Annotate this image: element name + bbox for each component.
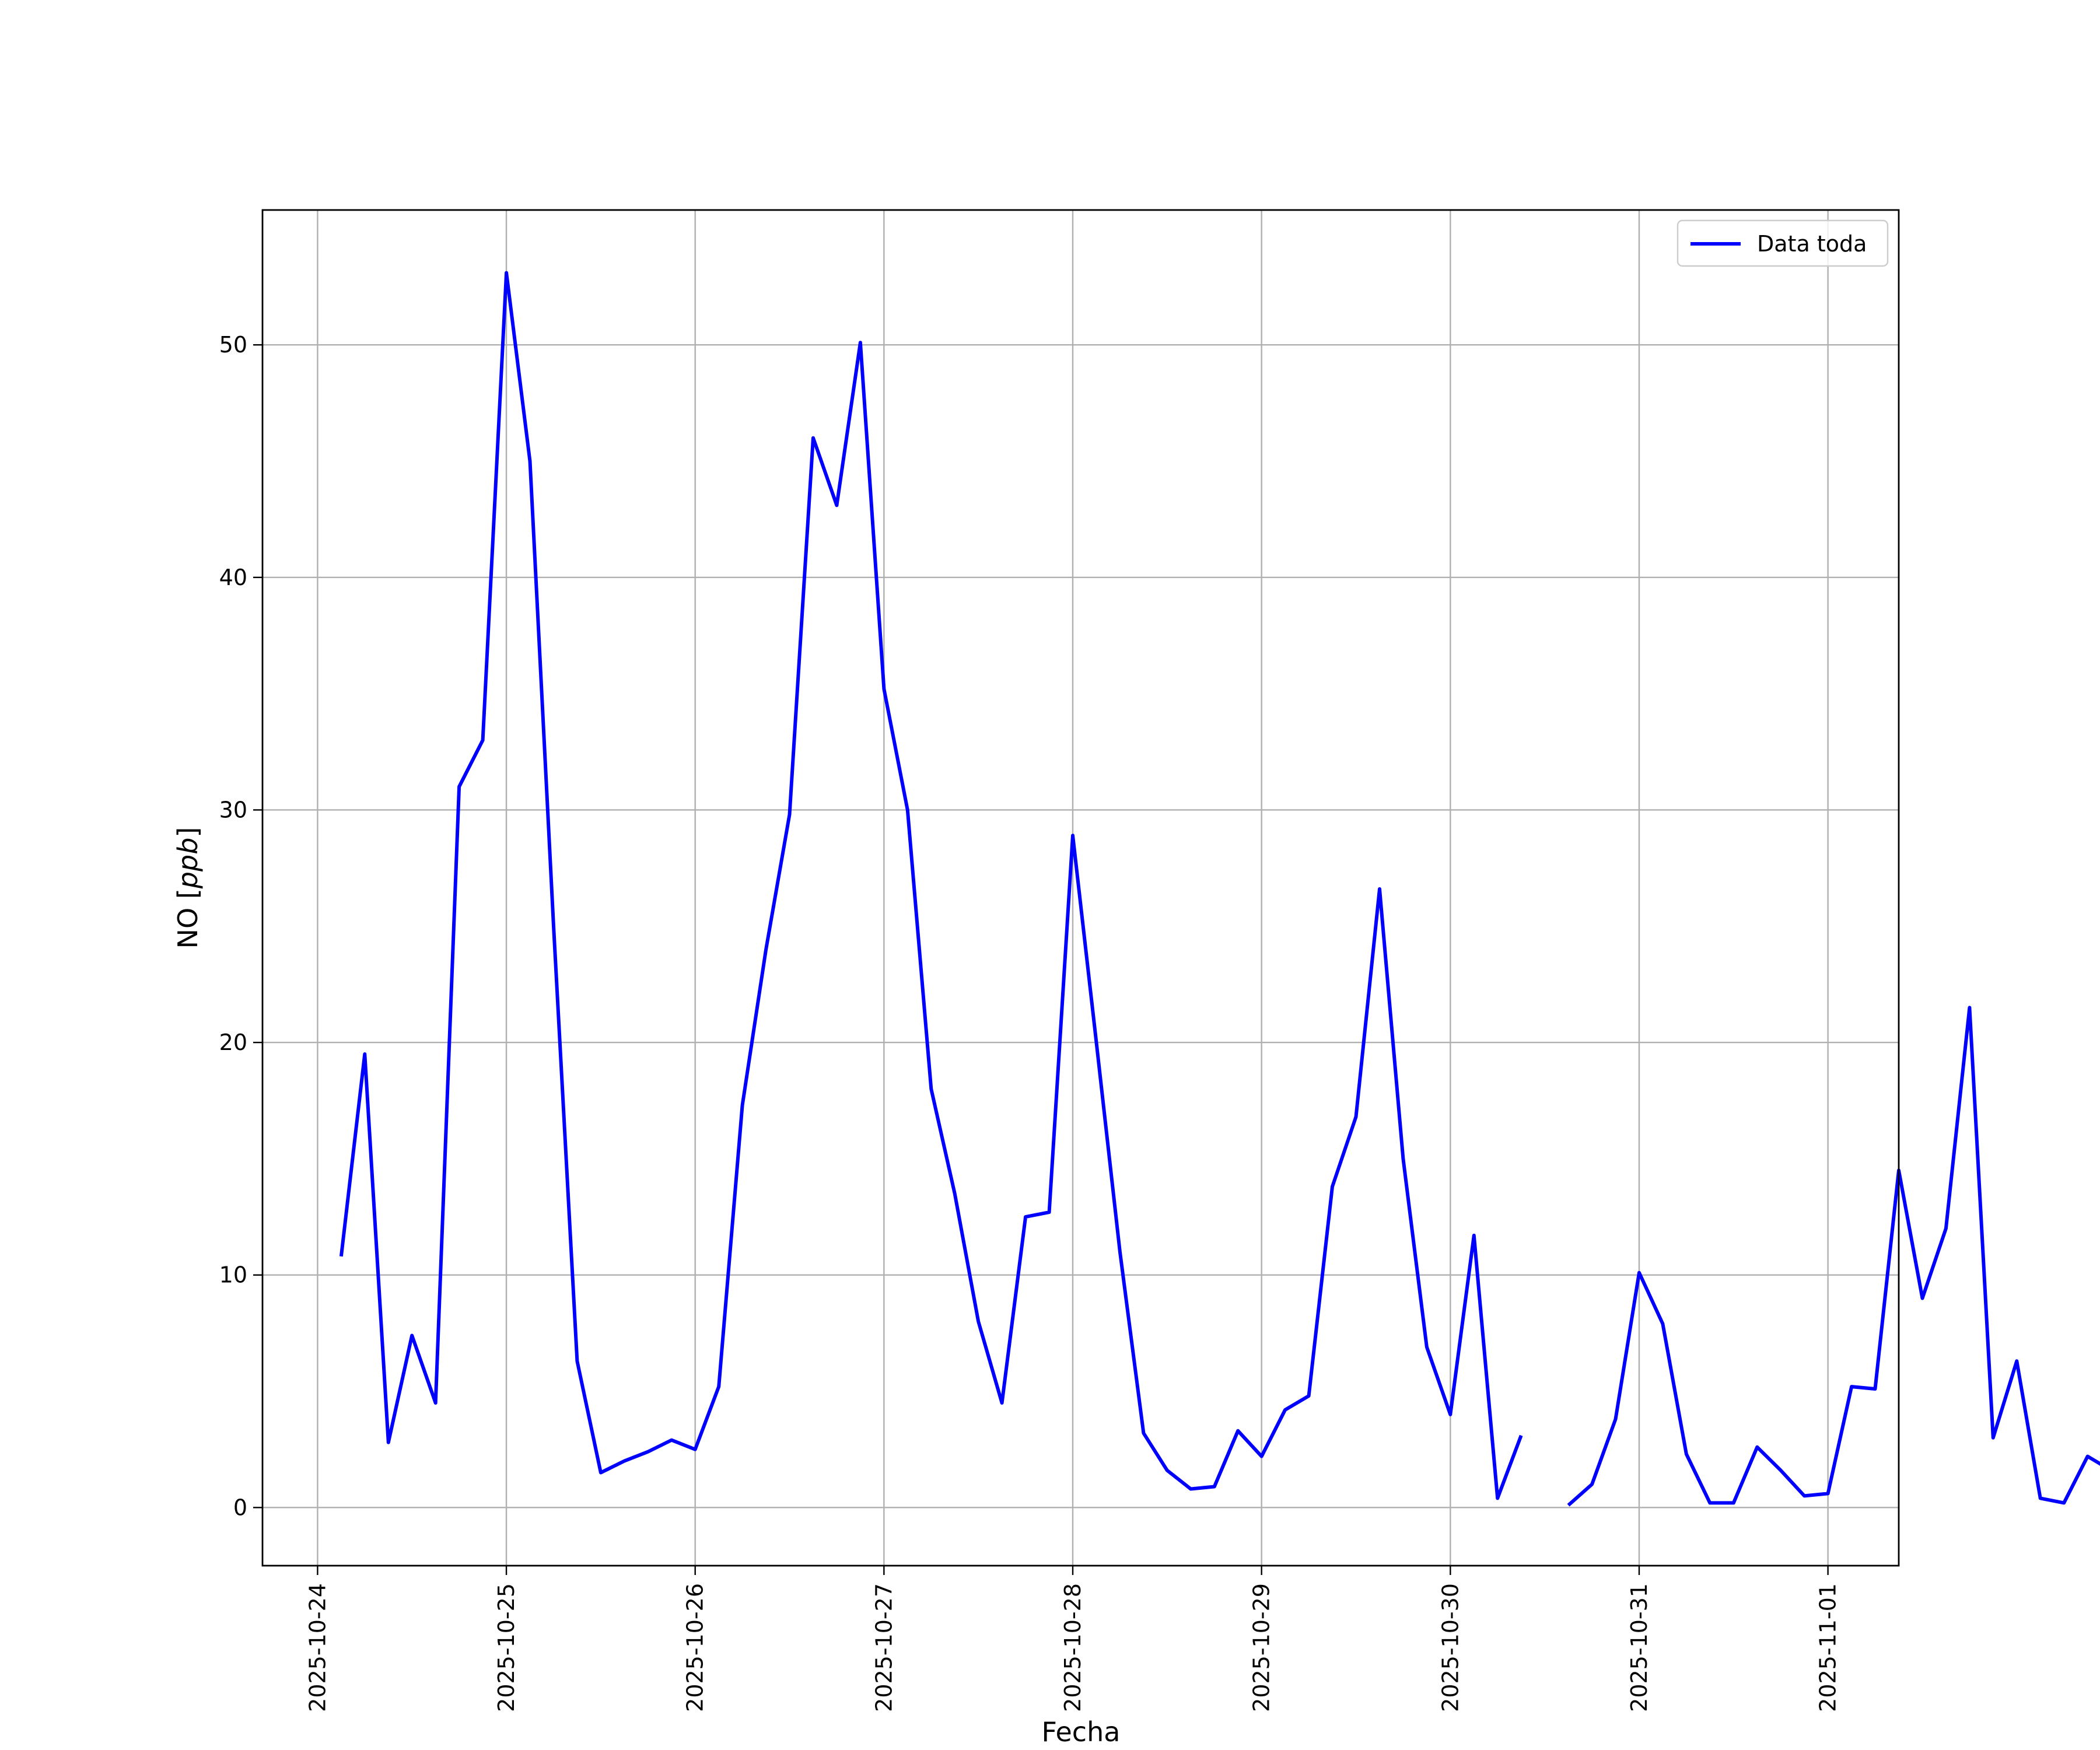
x-tick-label: 2025-10-24 xyxy=(304,1583,330,1712)
x-tick-label: 2025-10-26 xyxy=(682,1583,708,1712)
y-tick-label: 40 xyxy=(219,565,247,590)
legend: Data toda xyxy=(1676,219,1889,267)
grid xyxy=(262,210,1899,1566)
y-axis-title: NO [ppb] xyxy=(172,827,204,949)
series-line-data-toda xyxy=(339,271,2100,1507)
plot-frame xyxy=(261,209,1900,1567)
x-tick-label: 2025-10-25 xyxy=(494,1583,519,1712)
x-tick-label: 2025-10-29 xyxy=(1249,1583,1275,1712)
legend-box xyxy=(1676,219,1889,267)
y-tick-label: 10 xyxy=(219,1262,247,1288)
x-axis-title: Fecha xyxy=(1042,1716,1121,1748)
x-tick-label: 2025-10-31 xyxy=(1626,1583,1652,1712)
y-tick-label: 50 xyxy=(219,332,247,358)
y-tick-label: 30 xyxy=(219,797,247,822)
legend-label-data-toda: Data toda xyxy=(1757,231,1867,257)
plot-area xyxy=(262,210,1899,1566)
y-tick-label: 0 xyxy=(233,1494,247,1520)
x-tick-label: 2025-11-01 xyxy=(1815,1583,1841,1712)
x-tick-label: 2025-10-28 xyxy=(1060,1583,1086,1712)
series-layer xyxy=(339,271,2100,1507)
x-tick-label: 2025-10-30 xyxy=(1437,1583,1463,1712)
axis-ticks: 2025-10-24 2025-10-25 2025-10-26 2025-10-27… xyxy=(219,332,1841,1712)
y-tick-label: 20 xyxy=(219,1030,247,1055)
x-tick-label: 2025-10-27 xyxy=(871,1583,897,1712)
